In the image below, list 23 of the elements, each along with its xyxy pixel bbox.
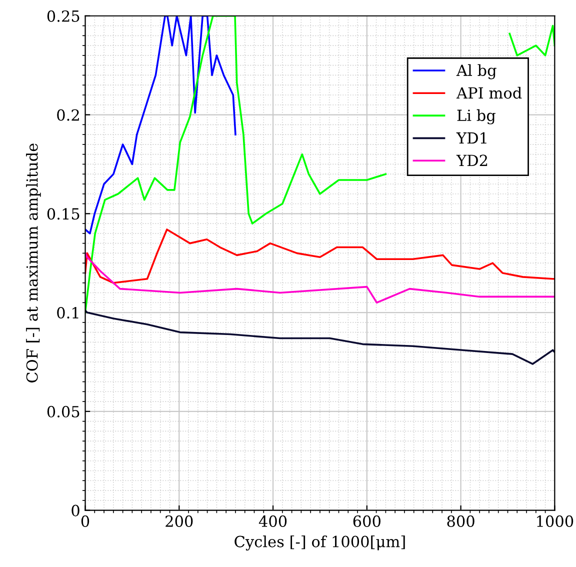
y-tick-label: 0.2 bbox=[57, 109, 79, 121]
x-axis-title: Cycles [-] of 1000[μm] bbox=[234, 536, 405, 551]
line-series bbox=[85, 252, 555, 304]
line-series bbox=[85, 228, 555, 284]
y-tick-label: 0.25 bbox=[47, 10, 80, 22]
x-tick-label: 200 bbox=[166, 515, 193, 527]
x-tick-label: 800 bbox=[447, 515, 474, 527]
line-series bbox=[85, 310, 555, 365]
y-tick-label: 0 bbox=[72, 504, 80, 516]
y-axis-title: COF [-] at maximum amplitude bbox=[26, 144, 41, 382]
x-tick-label: 0 bbox=[81, 515, 90, 527]
x-tick-label: 1000 bbox=[537, 515, 574, 527]
y-tick-label: 0.1 bbox=[57, 306, 78, 319]
legend-label: Li bg bbox=[457, 109, 496, 124]
legend-label: API mod bbox=[456, 86, 522, 99]
legend-label: YD1 bbox=[456, 132, 486, 144]
legend-label: Al bg bbox=[456, 64, 496, 80]
y-tick-label: 0.05 bbox=[47, 406, 80, 418]
x-tick-label: 400 bbox=[258, 515, 287, 527]
legend-label: YD2 bbox=[456, 154, 488, 166]
line-series bbox=[85, 16, 236, 234]
y-tick-label: 0.15 bbox=[47, 208, 80, 220]
x-tick-label: 600 bbox=[353, 515, 380, 527]
